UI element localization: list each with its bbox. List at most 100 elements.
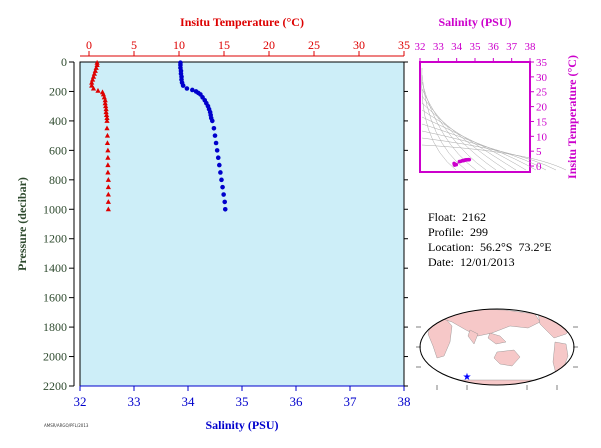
ts-point: [467, 157, 472, 162]
pressure-axis-title: Pressure (decibar): [15, 177, 29, 271]
ts-temperature-title: Insitu Temperature (°C): [565, 55, 579, 179]
salinity-tick-label: 34: [182, 394, 196, 409]
temperature-tick-label: 30: [353, 38, 365, 52]
temperature-point: [104, 115, 110, 120]
ts-salinity-axis: 32 33 34 35 36 37 38: [415, 41, 537, 62]
salinity-point: [213, 140, 219, 146]
ts-temperature-tick-label: 25: [536, 87, 548, 99]
ts-point: [454, 162, 459, 167]
temperature-point: [105, 199, 111, 204]
temperature-point: [92, 68, 98, 73]
temperature-point: [105, 206, 111, 212]
temperature-point: [105, 191, 111, 197]
world-map: ★: [416, 308, 578, 390]
temperature-point: [102, 97, 108, 103]
map-ocean: [420, 309, 574, 385]
salinity-tick-label: 32: [74, 394, 87, 409]
temperature-point: [105, 162, 111, 168]
ts-salinity-tick-label: 38: [525, 41, 537, 53]
density-contour: [421, 95, 497, 171]
temperature-point: [105, 169, 111, 175]
ts-temperature-tick-label: 10: [536, 131, 548, 143]
ts-temperature-tick-label: 20: [536, 102, 548, 114]
temperature-tick-label: 0: [86, 38, 92, 52]
ts-salinity-title: Salinity (PSU): [438, 15, 511, 29]
profile-plot-area: [79, 61, 405, 387]
salinity-tick-label: 38: [398, 394, 411, 409]
pressure-tick-label: 1600: [43, 291, 67, 305]
float-location-marker: ★: [463, 372, 472, 383]
ts-salinity-tick-label: 35: [470, 41, 482, 53]
temperature-tick-label: 25: [308, 38, 320, 52]
salinity-point: [222, 206, 228, 212]
temperature-point: [90, 85, 97, 91]
temperature-tick-label: 5: [131, 38, 137, 52]
profile-date: Date: 12/01/2013: [428, 255, 515, 269]
ts-salinity-tick-label: 37: [506, 41, 518, 53]
salinity-point: [180, 83, 186, 88]
density-contour: [421, 137, 557, 171]
ts-salinity-tick-label: 33: [433, 41, 445, 53]
ts-salinity-tick-label: 34: [451, 41, 463, 53]
temperature-point: [103, 103, 109, 109]
temperature-tick-label: 15: [218, 38, 230, 52]
density-contour: [421, 81, 477, 171]
ts-salinity-tick-label: 32: [415, 41, 426, 53]
temperature-tick-label: 20: [263, 38, 275, 52]
salinity-point: [221, 192, 226, 197]
pressure-tick-label: 200: [49, 84, 67, 98]
credit-text: AMSR/ARGO/PFL/2013: [44, 423, 89, 428]
map-land-india: [467, 329, 479, 345]
salinity-tick-label: 35: [236, 394, 249, 409]
ts-temperature-tick-label: 35: [536, 57, 548, 69]
pressure-tick-label: 800: [49, 173, 67, 187]
ts-temperature-tick-label: 30: [536, 72, 548, 84]
temperature-point: [105, 177, 111, 182]
pressure-tick-label: 1400: [43, 261, 67, 275]
temperature-point: [91, 70, 97, 76]
temperature-tick-label: 10: [173, 38, 185, 52]
salinity-point: [212, 133, 218, 138]
ts-temperature-tick-label: 0: [536, 161, 542, 173]
temperature-point: [104, 140, 111, 145]
pressure-tick-label: 1800: [43, 320, 67, 334]
temperature-point: [104, 125, 110, 131]
temperature-point: [103, 112, 110, 118]
salinity-axis: 32 33 34 35 36 37 38: [74, 385, 411, 409]
map-land-australia: [493, 349, 521, 367]
ts-marks: [452, 157, 472, 167]
salinity-point: [217, 162, 222, 168]
salinity-point: [219, 177, 224, 183]
temperature-point: [102, 100, 108, 106]
salinity-tick-label: 36: [290, 394, 304, 409]
temperature-point: [90, 76, 96, 82]
float-id: Float: 2162: [428, 210, 487, 224]
temperature-point: [103, 106, 109, 112]
temperature-axis-title: Insitu Temperature (°C): [180, 15, 304, 29]
density-contour: [421, 67, 457, 171]
map-land-africa: [427, 317, 453, 359]
pressure-tick-label: 400: [49, 114, 67, 128]
temperature-point: [104, 118, 110, 123]
density-contour: [421, 144, 567, 171]
salinity-axis-title: Salinity (PSU): [205, 418, 278, 432]
ts-temperature-tick-label: 15: [536, 116, 548, 128]
temperature-point: [105, 147, 111, 153]
salinity-point: [222, 199, 228, 205]
temperature-tick-label: 35: [398, 38, 410, 52]
map-land-south-america: [552, 341, 569, 379]
ts-salinity-tick-label: 36: [488, 41, 500, 53]
temperature-axis: 0 5 10 15 20 25 30 35: [80, 38, 410, 57]
profile-marks: [89, 59, 228, 212]
map-land-asia-se: [487, 332, 507, 345]
salinity-point: [215, 155, 221, 161]
profile-number: Profile: 299: [428, 225, 488, 239]
salinity-tick-label: 33: [128, 394, 141, 409]
pressure-axis: 0 200 400 600 800 1000 1200 1400 1600 1800 2000 220…: [43, 55, 408, 393]
map-land-eurasia: [437, 309, 541, 337]
pressure-tick-label: 2200: [43, 379, 67, 393]
temperature-point: [105, 154, 111, 160]
salinity-point: [211, 125, 217, 131]
temperature-point: [105, 184, 111, 190]
